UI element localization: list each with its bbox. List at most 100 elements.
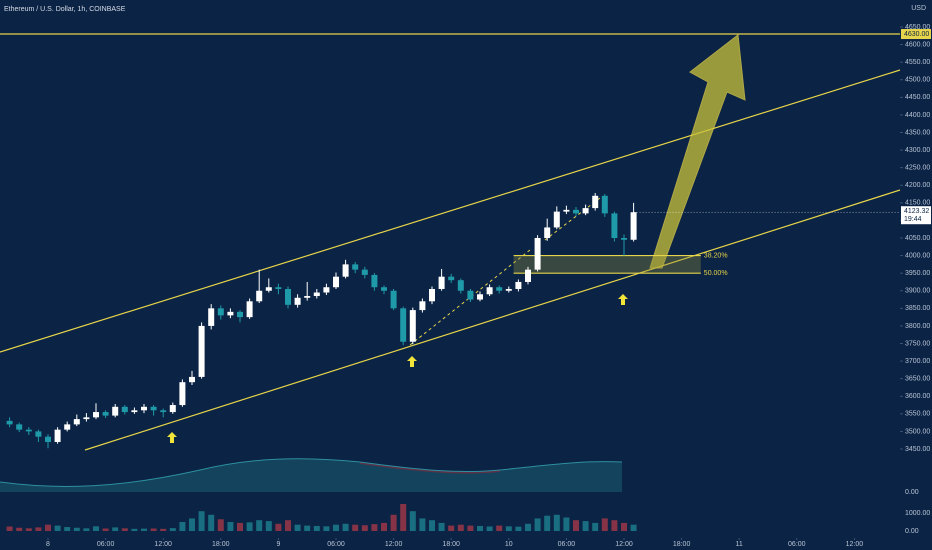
y-tick-label: 4250.00 bbox=[905, 165, 930, 172]
candle-body bbox=[217, 308, 224, 316]
candle-body bbox=[160, 410, 167, 413]
volume-bar bbox=[246, 522, 253, 531]
y-tick-label: 4050.00 bbox=[905, 235, 930, 242]
candle-body bbox=[381, 287, 387, 291]
candle-body bbox=[630, 212, 637, 240]
x-tick-label: 12:00 bbox=[846, 541, 864, 548]
candle-body bbox=[611, 213, 618, 238]
candle-body bbox=[448, 276, 455, 281]
candle-body bbox=[457, 280, 464, 291]
y-tick-label: 3950.00 bbox=[905, 270, 930, 277]
y-tick-label: 4600.00 bbox=[905, 41, 930, 48]
candle-body bbox=[390, 290, 397, 309]
volume-bar bbox=[505, 526, 512, 531]
volume-bar bbox=[448, 525, 455, 531]
volume-bar bbox=[621, 522, 627, 531]
last-price-label: 4123.32 bbox=[904, 208, 929, 215]
trend-dashed bbox=[409, 249, 531, 346]
volume-bar bbox=[371, 524, 378, 531]
volume-bar bbox=[515, 526, 522, 531]
candle-body bbox=[592, 195, 599, 209]
y-tick-label: 4400.00 bbox=[905, 112, 930, 119]
volume-bar bbox=[313, 525, 320, 531]
candle-body bbox=[237, 311, 243, 318]
volume-bar bbox=[179, 522, 186, 531]
candle-body bbox=[54, 429, 61, 442]
candle-body bbox=[285, 288, 291, 305]
x-tick-label: 18:00 bbox=[442, 541, 460, 548]
candle-body bbox=[477, 294, 483, 300]
volume-bar bbox=[304, 525, 311, 531]
candle-body bbox=[486, 287, 493, 295]
y-tick-label: 3500.00 bbox=[905, 428, 930, 435]
volume-bar bbox=[112, 527, 119, 531]
candle-body bbox=[141, 406, 147, 411]
candle-body bbox=[208, 308, 215, 326]
up-arrow bbox=[167, 432, 177, 443]
x-tick-label: 06:00 bbox=[788, 541, 806, 548]
candle-body bbox=[601, 195, 608, 214]
candle-body bbox=[582, 208, 589, 214]
candle-body bbox=[256, 290, 263, 302]
volume-bar bbox=[381, 522, 387, 531]
volume-bar bbox=[400, 504, 407, 531]
y-tick-label: 3900.00 bbox=[905, 288, 930, 295]
volume-bar bbox=[237, 522, 243, 531]
candle-body bbox=[150, 406, 157, 411]
volume-bar bbox=[486, 526, 493, 531]
volume-bar bbox=[409, 511, 416, 531]
volume-bar bbox=[419, 518, 426, 531]
candle-body bbox=[371, 274, 378, 288]
candle-body bbox=[438, 276, 445, 289]
y-tick-label: 3600.00 bbox=[905, 393, 930, 400]
volume-bar bbox=[563, 517, 570, 531]
x-tick-label: 10 bbox=[505, 541, 513, 548]
x-tick-label: 06:00 bbox=[97, 541, 115, 548]
volume-bar bbox=[390, 514, 397, 531]
volume-bar bbox=[573, 520, 579, 531]
volume-bar bbox=[16, 527, 23, 531]
candle-body bbox=[467, 290, 474, 300]
x-tick-label: 12:00 bbox=[615, 541, 633, 548]
volume-bar bbox=[275, 523, 282, 531]
volume-bar bbox=[294, 524, 301, 531]
candle-body bbox=[621, 238, 627, 240]
candle-body bbox=[429, 288, 435, 302]
candle-body bbox=[169, 405, 176, 413]
candle-body bbox=[6, 420, 13, 425]
candle-body bbox=[83, 417, 90, 420]
y-tick-label: 4450.00 bbox=[905, 94, 930, 101]
candle-body bbox=[45, 436, 51, 442]
volume-bar bbox=[169, 528, 176, 531]
countdown-label: 19:44 bbox=[904, 216, 922, 223]
candle-body bbox=[112, 406, 119, 416]
volume-bar bbox=[352, 524, 359, 531]
candle-body bbox=[323, 287, 330, 293]
candle-body bbox=[93, 412, 99, 418]
candle-body bbox=[227, 311, 234, 316]
y-tick-label: 4200.00 bbox=[905, 182, 930, 189]
up-arrow bbox=[618, 294, 628, 305]
y-tick-label: 3450.00 bbox=[905, 446, 930, 453]
volume-bar bbox=[121, 528, 128, 531]
indicator-line bbox=[0, 458, 623, 487]
volume-bar bbox=[285, 520, 291, 531]
candle-body bbox=[73, 419, 80, 425]
y-tick-label: 3850.00 bbox=[905, 305, 930, 312]
candle-body bbox=[505, 288, 512, 291]
candle-body bbox=[496, 287, 503, 291]
volume-bar bbox=[189, 518, 195, 531]
volume-bar bbox=[265, 521, 272, 531]
volume-bar bbox=[457, 524, 464, 531]
volume-bar bbox=[150, 528, 157, 531]
fib-label: 38.20% bbox=[704, 252, 728, 259]
channel-upper bbox=[0, 69, 901, 353]
candle-body bbox=[179, 382, 186, 406]
volume-bar bbox=[544, 515, 551, 531]
indicator-tick-label: 0.00 bbox=[905, 489, 919, 496]
indicator-negative bbox=[360, 462, 500, 474]
y-tick-label: 4500.00 bbox=[905, 77, 930, 84]
candle-body bbox=[525, 269, 531, 282]
candle-body bbox=[16, 424, 23, 430]
volume-bar bbox=[601, 518, 608, 531]
